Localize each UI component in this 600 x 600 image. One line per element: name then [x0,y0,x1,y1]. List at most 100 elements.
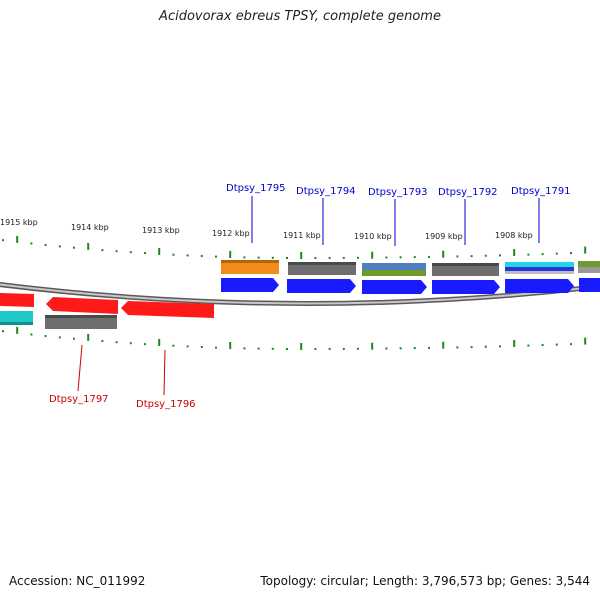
outer-minor-tick [172,253,175,256]
outer-major-tick [158,248,161,255]
inner-major-tick [513,340,516,347]
outer-minor-tick [470,255,473,258]
cog-box-1793-green [362,270,426,276]
genome-summary-text: Topology: circular; Length: 3,796,573 bp… [260,574,590,588]
scale-label-1909: 1909 kbp [425,232,463,241]
cog-box-1797 [45,315,117,329]
outer-minor-tick [541,253,544,256]
outer-minor-tick [527,253,530,256]
inner-minor-tick [186,345,189,348]
cog-box-1794 [288,262,356,275]
scale-label-1911: 1911 kbp [283,231,321,240]
gene-arrow-prev-reverse[interactable] [0,293,34,307]
inner-minor-tick [286,348,288,350]
outer-minor-tick [44,244,47,246]
inner-minor-tick [541,344,544,347]
inner-minor-tick [470,346,473,349]
outer-minor-tick [342,256,345,259]
gene-label-1793[interactable]: Dtpsy_1793 [368,187,428,198]
gene-arrow-1793[interactable] [362,280,427,294]
cog-box-prev-teal [0,311,33,325]
outer-major-tick [300,252,303,259]
scale-label-1908: 1908 kbp [495,231,533,240]
outer-minor-tick [243,256,246,259]
scale-label-1914: 1914 kbp [71,223,109,232]
inner-major-tick [87,333,90,341]
inner-minor-tick [73,337,75,340]
outer-minor-tick [314,257,317,259]
inner-major-tick [371,342,374,350]
outer-minor-tick [328,256,331,259]
outer-minor-tick [73,246,75,249]
gene-arrow-1792[interactable] [432,280,500,294]
outer-minor-tick [101,249,104,252]
map-title: Acidovorax ebreus TPSY, complete genome [159,9,441,24]
accession-text: Accession: NC_011992 [9,574,146,588]
inner-minor-tick [342,347,345,350]
outer-minor-tick [2,239,4,242]
inner-minor-tick [570,343,572,346]
outer-major-tick [229,251,232,258]
outer-minor-tick [215,255,217,258]
inner-minor-tick [144,343,146,346]
scale-label-1913: 1913 kbp [142,226,180,235]
inner-minor-tick [101,340,104,343]
gene-arrow-1796[interactable] [121,301,214,318]
gene-label-1792[interactable]: Dtpsy_1792 [438,187,498,198]
outer-minor-tick [357,256,359,259]
outer-minor-tick [428,255,430,258]
gene-label-1795[interactable]: Dtpsy_1795 [226,183,286,194]
gene-label-1796[interactable]: Dtpsy_1796 [136,399,196,410]
inner-minor-tick [484,345,487,348]
cog-box-1792-shade [432,263,499,266]
inner-minor-tick [527,344,530,347]
gene-label-1791[interactable]: Dtpsy_1791 [511,186,571,197]
inner-minor-tick [257,347,260,350]
gene-arrow-1797[interactable] [46,297,118,314]
outer-minor-tick [385,256,388,259]
cog-box-1791-cyan [505,262,574,267]
inner-minor-tick [129,342,132,345]
gene-arrow-1794[interactable] [287,279,356,293]
outer-major-tick [371,251,374,259]
gene-label-1797[interactable]: Dtpsy_1797 [49,394,109,405]
inner-minor-tick [555,343,558,346]
inner-minor-tick [44,335,47,337]
gene-arrow-1795[interactable] [221,278,279,292]
inner-minor-tick [399,347,402,350]
inner-major-tick [229,342,232,349]
outer-minor-tick [499,254,501,257]
gene-arrow-next[interactable] [579,278,600,292]
inner-major-tick [300,343,303,350]
inner-minor-tick [243,347,246,350]
outer-minor-tick [115,250,118,253]
inner-minor-tick [30,333,33,336]
inner-minor-tick [115,341,118,344]
scale-label-1915: 1915 kbp [0,218,38,227]
cog-box-next-green [578,261,600,267]
scale-label-1910: 1910 kbp [354,232,392,241]
outer-minor-tick [186,254,189,257]
label-line-1796 [163,349,166,396]
outer-major-tick [16,235,19,243]
inner-minor-tick [413,347,416,350]
cog-box-1791-gray [505,271,574,274]
outer-minor-tick [570,252,572,255]
genome-backbone-highlight [0,283,600,305]
gene-label-1794[interactable]: Dtpsy_1794 [296,186,356,197]
cog-box-prev-teal-shade [0,322,33,325]
inner-major-tick [442,341,445,349]
cog-box-1794-shade [288,262,356,265]
inner-minor-tick [200,346,203,348]
inner-minor-tick [456,346,459,349]
gene-arrow-1791[interactable] [505,279,574,293]
outer-minor-tick [399,256,402,259]
outer-minor-tick [30,242,33,245]
inner-minor-tick [385,347,388,350]
cog-box-1792 [432,263,499,276]
inner-minor-tick [314,348,317,350]
outer-minor-tick [413,256,416,259]
outer-major-tick [513,249,516,256]
scale-label-1912: 1912 kbp [212,229,250,238]
